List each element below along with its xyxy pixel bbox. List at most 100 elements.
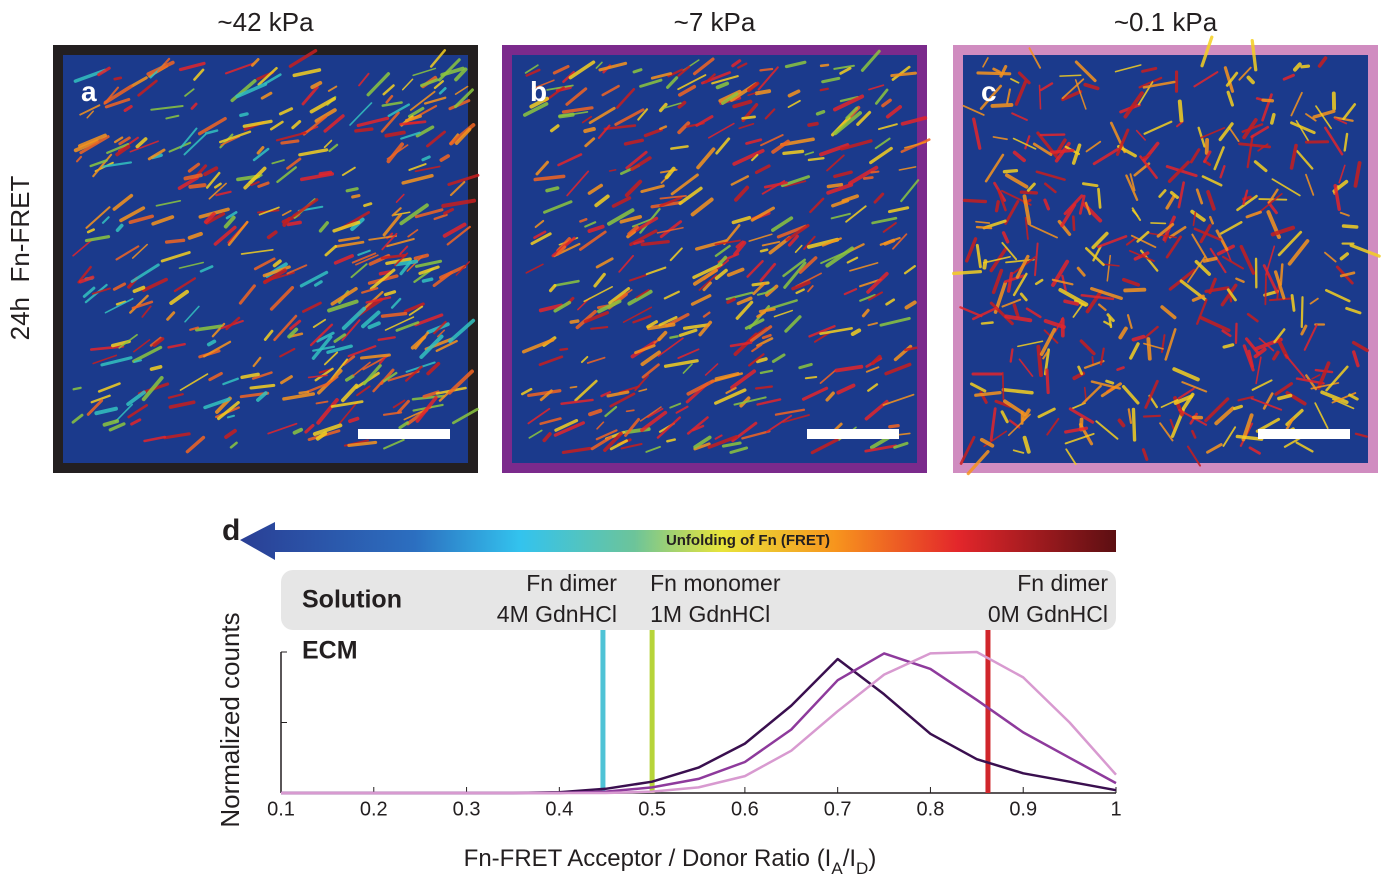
fibril [548,284,557,293]
fibril [1290,293,1296,312]
fibril [771,216,794,232]
fibril [1160,398,1179,408]
fibril [280,139,300,145]
fibril [226,414,235,419]
fibril [1320,390,1349,405]
fibril [542,432,552,443]
fibril [1250,397,1283,411]
fibril [167,393,184,399]
fibril [1194,259,1212,276]
fibril [658,102,668,113]
fibril [659,220,683,239]
fibril [1300,296,1304,329]
fibril [1071,143,1082,165]
fibril [641,363,660,379]
fibril [103,84,133,105]
fibril [401,78,414,91]
fibril [1036,344,1043,378]
fibril [112,193,134,211]
fibril [149,365,163,371]
fibril [1001,241,1018,261]
fibril [1238,66,1252,81]
fibril [414,313,444,327]
fibril [773,309,793,318]
fibril [579,218,588,223]
fibril [525,68,541,77]
fibril [1206,443,1223,454]
fibril [324,376,339,387]
fibril [1239,244,1256,275]
fibril [634,374,650,392]
fibril [1226,90,1234,107]
fibril [754,164,771,175]
reference-label: Fn monomer [650,570,781,596]
fibril [646,322,676,331]
fibril [113,76,123,81]
fibril [1242,118,1258,140]
fibril [1019,292,1028,302]
fibril [378,355,387,365]
fibril [1034,242,1039,277]
fibril [82,286,96,298]
fibril [714,239,741,246]
fibril [433,80,445,90]
fibril [524,64,539,74]
fibril [980,321,994,325]
fibril [646,320,659,329]
fibril [774,408,806,416]
x-tick-label: 0.8 [917,798,945,820]
fibril [1029,224,1058,239]
fibril [952,269,983,276]
fibril [553,421,585,437]
panel-title: ~7 kPa [674,7,756,37]
fibril [879,316,911,327]
fibril [327,299,359,313]
fibril [1168,268,1196,291]
fibril [1324,126,1344,156]
fibril [1317,56,1328,68]
fibril [131,243,148,259]
fibril [702,281,712,292]
fibril [807,285,814,293]
fibril [693,435,712,449]
fibril [418,265,440,275]
fibril [669,247,683,262]
fibril [825,391,835,402]
fibril [1255,356,1262,385]
fibril [203,212,216,224]
fibril [1300,324,1308,336]
fibril [130,263,160,283]
fibril [627,225,639,236]
fibril [206,339,217,347]
fibril [378,270,392,276]
fibril [422,390,440,399]
fibril [1348,393,1359,401]
fibril [1204,397,1230,423]
fibril [883,238,896,246]
fibril [382,213,403,237]
fibril [311,335,333,360]
fibril [1206,189,1216,211]
fibril [1004,200,1020,225]
fibril [1095,420,1119,440]
fibril [669,335,679,339]
fibril [368,234,398,241]
fibril [137,79,158,97]
fibril [262,265,291,278]
solution-box [281,570,1116,630]
fibril [714,268,728,280]
fibril [423,96,447,105]
fibril [849,262,879,272]
fibril [1245,337,1261,356]
fibril [898,166,917,171]
fibril [552,64,570,75]
x-tick-label: 0.1 [267,798,295,820]
fibril [1201,175,1223,187]
fibril [539,417,562,426]
fibril [686,416,709,435]
fibril [415,395,438,423]
fibril [1141,66,1158,73]
fibril [803,235,816,250]
fibril [729,341,753,348]
fibril [609,439,629,451]
